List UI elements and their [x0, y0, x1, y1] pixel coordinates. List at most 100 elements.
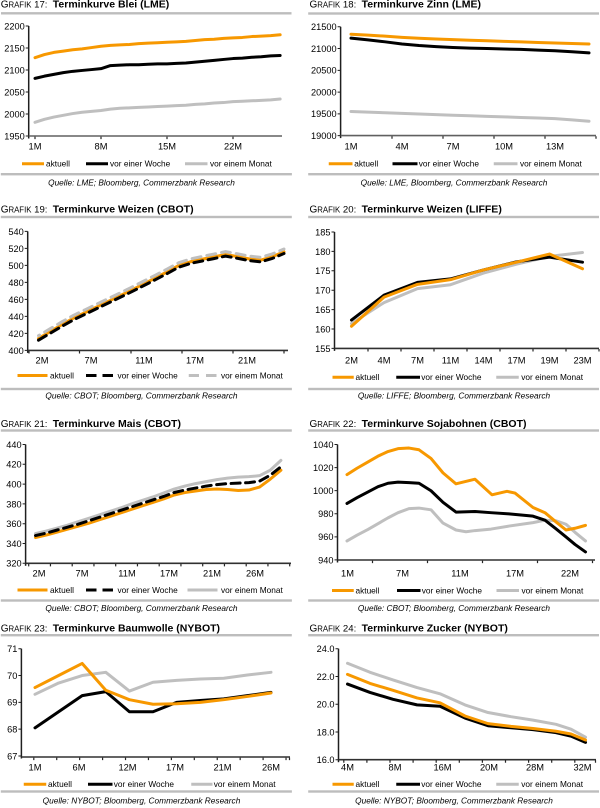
svg-text:380: 380 — [6, 499, 21, 509]
svg-text:68: 68 — [7, 725, 17, 735]
svg-text:vor einer Woche: vor einer Woche — [419, 159, 480, 169]
svg-text:2000: 2000 — [4, 109, 24, 119]
svg-text:1M: 1M — [345, 141, 358, 151]
svg-text:185: 185 — [315, 227, 330, 237]
svg-text:20500: 20500 — [311, 66, 337, 76]
svg-text:13M: 13M — [546, 141, 564, 151]
svg-text:GRAFIK 20: Terminkurve Weizen: GRAFIK 20: Terminkurve Weizen (LIFFE) — [310, 204, 502, 216]
svg-text:520: 520 — [8, 244, 23, 254]
svg-text:aktuell: aktuell — [50, 370, 74, 380]
svg-text:7M: 7M — [85, 355, 98, 365]
svg-text:17M: 17M — [166, 762, 184, 772]
svg-text:aktuell: aktuell — [48, 779, 72, 789]
svg-text:7M: 7M — [447, 141, 460, 151]
svg-text:10M: 10M — [495, 141, 513, 151]
svg-text:2200: 2200 — [4, 21, 24, 31]
svg-text:460: 460 — [8, 295, 23, 305]
svg-text:67: 67 — [7, 751, 17, 761]
svg-text:vor einem Monat: vor einem Monat — [210, 159, 272, 169]
svg-text:1040: 1040 — [313, 440, 333, 450]
svg-text:GRAFIK 21: Terminkurve Mais (: GRAFIK 21: Terminkurve Mais (CBOT) — [1, 418, 181, 430]
svg-text:420: 420 — [8, 329, 23, 339]
svg-text:Quelle: NYBOT; Bloomberg, Comm: Quelle: NYBOT; Bloomberg, Commerzbank Re… — [43, 796, 241, 806]
svg-text:vor einem Monat: vor einem Monat — [522, 585, 584, 595]
svg-text:980: 980 — [318, 509, 333, 519]
svg-text:GRAFIK 22: Terminkurve Sojabo: GRAFIK 22: Terminkurve Sojabohnen (CBOT) — [310, 418, 527, 430]
svg-text:400: 400 — [8, 346, 23, 356]
svg-text:vor einer Woche: vor einer Woche — [421, 779, 482, 789]
svg-text:21M: 21M — [203, 568, 221, 578]
svg-text:vor einer Woche: vor einer Woche — [422, 585, 483, 595]
svg-text:15M: 15M — [158, 141, 176, 151]
svg-text:vor einem Monat: vor einem Monat — [214, 779, 276, 789]
svg-text:aktuell: aktuell — [46, 159, 70, 169]
svg-text:16M: 16M — [433, 762, 451, 772]
svg-text:vor einer Woche: vor einer Woche — [118, 585, 179, 595]
svg-text:1950: 1950 — [4, 131, 24, 141]
svg-text:4M: 4M — [396, 141, 409, 151]
svg-text:22M: 22M — [561, 568, 579, 578]
svg-text:180: 180 — [315, 247, 330, 257]
svg-text:vor einer Woche: vor einer Woche — [110, 159, 171, 169]
svg-text:21M: 21M — [238, 355, 256, 365]
svg-text:960: 960 — [318, 532, 333, 542]
svg-text:2M: 2M — [33, 568, 46, 578]
svg-text:440: 440 — [8, 312, 23, 322]
svg-text:20.0: 20.0 — [317, 700, 335, 710]
svg-text:360: 360 — [6, 519, 21, 529]
svg-text:11M: 11M — [135, 355, 152, 365]
svg-text:vor einem Monat: vor einem Monat — [521, 372, 583, 382]
svg-text:vor einem Monat: vor einem Monat — [221, 370, 283, 380]
svg-text:18.0: 18.0 — [317, 727, 335, 737]
svg-text:440: 440 — [6, 440, 21, 450]
svg-text:Quelle: CBOT; Bloomberg, Comme: Quelle: CBOT; Bloomberg, Commerzbank Res… — [358, 603, 551, 613]
svg-text:12M: 12M — [118, 762, 136, 772]
svg-text:400: 400 — [6, 479, 21, 489]
svg-text:19500: 19500 — [311, 109, 337, 119]
svg-text:14M: 14M — [474, 355, 492, 365]
svg-text:340: 340 — [6, 539, 21, 549]
svg-text:aktuell: aktuell — [356, 372, 380, 382]
svg-text:26M: 26M — [262, 762, 280, 772]
svg-text:vor einem Monat: vor einem Monat — [221, 585, 283, 595]
svg-text:320: 320 — [6, 559, 21, 569]
svg-text:32M: 32M — [573, 762, 591, 772]
svg-text:vor einer Woche: vor einer Woche — [118, 370, 179, 380]
svg-text:155: 155 — [315, 344, 330, 354]
svg-text:160: 160 — [315, 324, 330, 334]
svg-text:4M: 4M — [378, 355, 391, 365]
svg-text:aktuell: aktuell — [356, 585, 380, 595]
svg-text:Quelle: LME, Bloomberg, Commer: Quelle: LME, Bloomberg, Commerzbank Rese… — [361, 178, 548, 188]
svg-text:2M: 2M — [345, 355, 358, 365]
svg-text:2M: 2M — [36, 355, 49, 365]
svg-text:Quelle: LIFFE; Bloomberg, Comm: Quelle: LIFFE; Bloomberg, Commerzbank Re… — [358, 390, 551, 400]
svg-text:21500: 21500 — [311, 22, 337, 32]
svg-text:GRAFIK 17: Terminkurve Blei (: GRAFIK 17: Terminkurve Blei (LME) — [1, 0, 170, 11]
svg-text:170: 170 — [315, 286, 330, 296]
svg-text:7M: 7M — [76, 568, 89, 578]
svg-text:11M: 11M — [442, 355, 459, 365]
svg-text:17M: 17M — [506, 568, 524, 578]
svg-text:540: 540 — [8, 227, 23, 237]
svg-text:21000: 21000 — [311, 44, 337, 54]
svg-text:165: 165 — [315, 305, 330, 315]
svg-text:175: 175 — [315, 266, 330, 276]
svg-text:21M: 21M — [213, 762, 231, 772]
svg-text:8M: 8M — [389, 762, 402, 772]
svg-text:GRAFIK 23: Terminkurve Baumwo: GRAFIK 23: Terminkurve Baumwolle (NYBOT) — [1, 623, 220, 635]
svg-text:19000: 19000 — [311, 131, 337, 141]
svg-text:20M: 20M — [480, 762, 498, 772]
svg-text:20000: 20000 — [311, 87, 337, 97]
svg-text:1000: 1000 — [313, 486, 333, 496]
svg-text:69: 69 — [7, 698, 17, 708]
svg-text:17M: 17M — [186, 355, 204, 365]
svg-text:16.0: 16.0 — [317, 755, 335, 765]
svg-text:23M: 23M — [573, 355, 591, 365]
svg-text:71: 71 — [7, 644, 17, 654]
svg-text:11M: 11M — [118, 568, 135, 578]
svg-text:17M: 17M — [160, 568, 178, 578]
svg-text:GRAFIK 18: Terminkurve Zinn (: GRAFIK 18: Terminkurve Zinn (LME) — [310, 0, 482, 11]
svg-text:Quelle: CBOT; Bloomberg, Comme: Quelle: CBOT; Bloomberg, Commerzbank Res… — [45, 603, 238, 613]
svg-text:2100: 2100 — [4, 65, 24, 75]
svg-text:7M: 7M — [411, 355, 424, 365]
